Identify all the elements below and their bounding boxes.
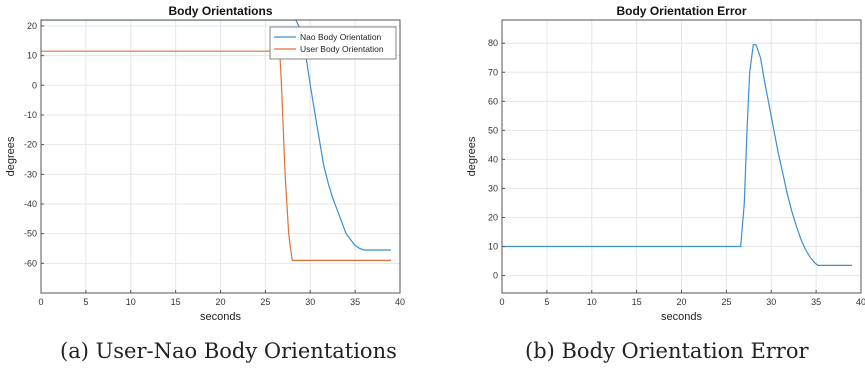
x-tick-label: 15 xyxy=(171,297,181,307)
body-orientations-chart: 0 5 10 15 20 25 30 35 40 20 10 0 -10 -20 -30 -40 -50 -60 B… xyxy=(5,4,405,323)
y-tick-label: 0 xyxy=(493,271,498,281)
caption-a: (a) User-Nao Body Orientations xyxy=(60,339,397,363)
y-tick-label: 0 xyxy=(32,80,37,90)
x-tick-label: 35 xyxy=(811,297,821,307)
x-tick-label: 20 xyxy=(676,297,686,307)
legend-label: Nao Body Orientation xyxy=(300,32,382,42)
x-axis-label: seconds xyxy=(661,311,702,323)
y-tick-label: 40 xyxy=(488,154,498,164)
x-tick-label: 30 xyxy=(766,297,776,307)
y-tick-label: 30 xyxy=(488,183,498,193)
x-tick-label: 20 xyxy=(215,297,225,307)
chart-title: Body Orientation Error xyxy=(616,4,746,18)
x-tick-label: 40 xyxy=(856,297,865,307)
series-line-nao-body-orientation xyxy=(41,20,391,251)
y-tick-label: 20 xyxy=(488,212,498,222)
y-tick-label: -50 xyxy=(24,229,37,239)
y-axis-label: degrees xyxy=(466,136,478,176)
series-line-error xyxy=(502,44,852,266)
y-tick-label: -60 xyxy=(24,258,37,268)
y-tick-label: -10 xyxy=(24,110,37,120)
body-orientation-error-chart: 0 5 10 15 20 25 30 35 40 0 10 20 30 40 50 60 70 80 Body Or… xyxy=(466,4,865,323)
x-tick-label: 10 xyxy=(126,297,136,307)
y-tick-label: 80 xyxy=(488,38,498,48)
legend-label: User Body Orientation xyxy=(300,44,384,54)
y-tick-label: 50 xyxy=(488,125,498,135)
legend: Nao Body Orientation User Body Orientatio… xyxy=(269,26,397,60)
x-tick-label: 5 xyxy=(544,297,549,307)
y-tick-label: -30 xyxy=(24,169,37,179)
x-tick-label: 25 xyxy=(721,297,731,307)
legend-box xyxy=(269,26,397,60)
x-tick-label: 15 xyxy=(632,297,642,307)
x-tick-label: 30 xyxy=(305,297,315,307)
y-tick-label: 10 xyxy=(488,242,498,252)
y-axis-label: degrees xyxy=(5,136,17,176)
x-tick-label: 40 xyxy=(395,297,405,307)
y-tick-label: -20 xyxy=(24,140,37,150)
x-tick-label: 10 xyxy=(587,297,597,307)
y-tick-label: -40 xyxy=(24,199,37,209)
x-tick-label: 25 xyxy=(260,297,270,307)
x-tick-label: 35 xyxy=(350,297,360,307)
y-tick-label: 70 xyxy=(488,67,498,77)
y-tick-label: 60 xyxy=(488,96,498,106)
y-tick-label: 20 xyxy=(27,21,37,31)
caption-b: (b) Body Orientation Error xyxy=(525,339,809,363)
x-tick-label: 5 xyxy=(83,297,88,307)
x-tick-label: 0 xyxy=(38,297,43,307)
x-axis-label: seconds xyxy=(200,311,241,323)
y-tick-label: 10 xyxy=(27,51,37,61)
chart-title: Body Orientations xyxy=(168,4,272,18)
x-tick-label: 0 xyxy=(499,297,504,307)
